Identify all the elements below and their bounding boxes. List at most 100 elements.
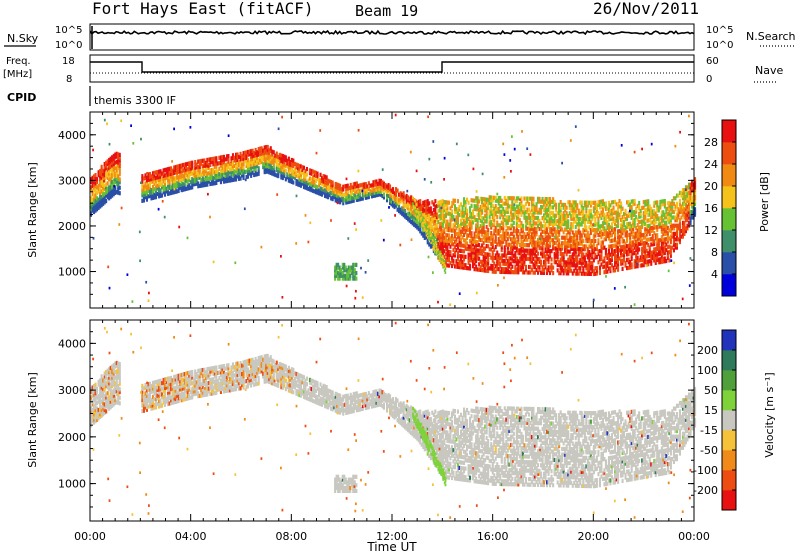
power-cell: [142, 187, 145, 192]
power-cell: [99, 168, 102, 174]
power-cell: [639, 214, 642, 219]
power-cell: [647, 251, 650, 256]
power-cell: [484, 197, 487, 202]
power-cell: [538, 240, 541, 245]
power-x-axis: [89, 112, 695, 308]
power-cell: [487, 238, 490, 243]
power-cell: [349, 182, 352, 188]
power-cell: [423, 178, 426, 181]
power-cell: [467, 247, 470, 252]
power-cell: [538, 199, 541, 204]
power-cell: [141, 182, 144, 187]
power-cell: [290, 160, 293, 165]
power-cell: [485, 238, 488, 243]
power-cell: [546, 202, 549, 207]
power-cell: [257, 147, 260, 152]
power-cell: [325, 194, 328, 199]
power-cell: [583, 244, 586, 249]
power-cell: [452, 201, 455, 206]
power-cell: [577, 227, 580, 232]
power-cell: [630, 246, 633, 251]
power-cell: [453, 234, 456, 239]
power-cell: [407, 198, 410, 203]
power-cell: [340, 195, 343, 200]
power-cell: [592, 223, 594, 226]
power-cell: [583, 258, 586, 263]
power-cell: [159, 180, 162, 185]
power-cell: [521, 262, 524, 267]
power-cell: [310, 182, 313, 187]
power-cell: [244, 150, 247, 155]
power-cell: [689, 220, 692, 225]
power-cell: [644, 199, 647, 204]
power-cell: [583, 200, 586, 205]
power-cell: [550, 227, 553, 232]
power-cell: [466, 219, 469, 224]
power-cell: [582, 206, 585, 211]
power-cell: [192, 174, 195, 179]
power-cell: [399, 196, 402, 201]
power-cell: [570, 213, 573, 219]
power-cell: [503, 212, 506, 217]
power-cell: [210, 168, 213, 173]
power-cell: [644, 251, 647, 256]
power-cell: [532, 221, 535, 226]
power-cell: [408, 196, 411, 201]
power-cell: [219, 177, 222, 182]
power-cell: [447, 200, 450, 205]
power-cell: [630, 229, 633, 234]
power-cell: [195, 178, 198, 184]
power-cell: [188, 164, 191, 169]
power-cell: [686, 226, 689, 231]
power-cell: [511, 264, 514, 269]
power-cell: [650, 237, 653, 242]
power-cell: [100, 167, 103, 172]
power-cell: [506, 259, 509, 264]
power-cell: [580, 233, 583, 238]
power-cell: [533, 259, 536, 264]
power-cell: [537, 199, 540, 204]
power-cell: [610, 238, 613, 243]
power-cell: [565, 222, 568, 227]
power-cell: [422, 233, 425, 238]
power-cell: [145, 178, 148, 183]
power-cell: [174, 186, 177, 192]
power-cell: [586, 236, 589, 241]
power-cell: [461, 213, 464, 218]
power-cell: [189, 160, 192, 166]
power-cell: [571, 260, 574, 265]
power-cell: [668, 209, 671, 214]
power-cell: [389, 198, 392, 203]
power-cell: [239, 165, 242, 170]
power-cell: [370, 194, 373, 199]
power-cell: [466, 235, 469, 241]
power-cell: [660, 199, 663, 204]
power-cell: [173, 170, 176, 176]
power-cell: [645, 199, 648, 204]
power-cell: [505, 207, 508, 212]
power-cell: [470, 198, 473, 203]
power-cell: [173, 181, 176, 187]
power-cell: [145, 186, 148, 191]
power-cell: [580, 222, 583, 227]
power-cell: [286, 172, 289, 177]
power-cell: [544, 202, 547, 207]
power-cell: [597, 224, 600, 229]
power-cell: [106, 194, 109, 200]
power-cell: [225, 157, 228, 162]
power-cell: [595, 214, 598, 219]
power-cell: [242, 153, 245, 159]
power-cell: [524, 202, 527, 207]
power-cell: [194, 162, 197, 167]
power-cell: [688, 207, 691, 212]
power-cell: [213, 175, 216, 180]
power-cell: [576, 260, 579, 265]
power-cell: [641, 205, 644, 210]
power-cell: [650, 261, 653, 266]
power-cell: [191, 171, 194, 176]
power-cell: [481, 227, 484, 232]
power-cell: [626, 244, 629, 249]
power-cell: [109, 164, 112, 169]
power-cell: [543, 254, 546, 259]
power-cell: [561, 221, 564, 227]
